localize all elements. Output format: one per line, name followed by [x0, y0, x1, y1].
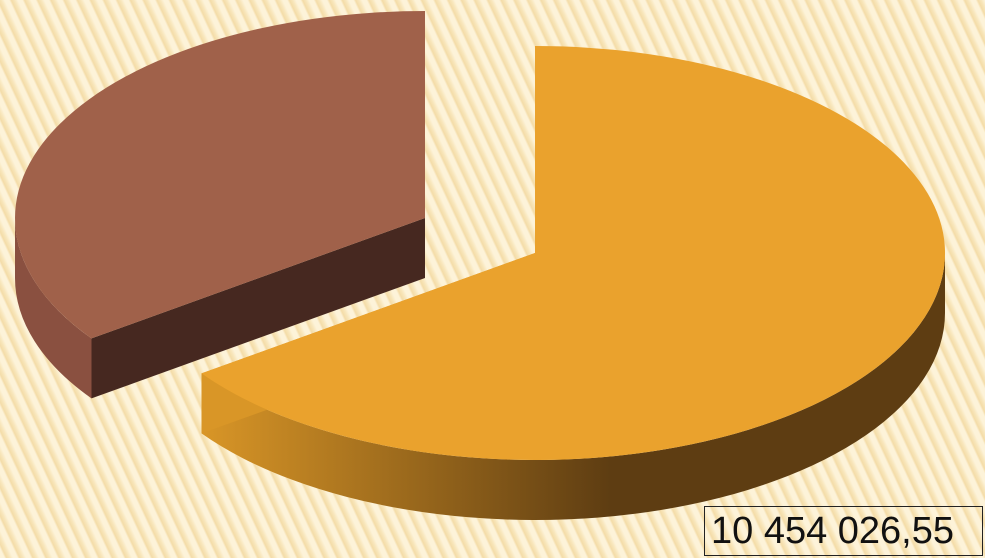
pie-slice-2[interactable]: [15, 11, 426, 399]
pie-slice-2-cut-face: [91, 218, 425, 399]
pie-slice-2-top: [15, 11, 426, 339]
data-label-slice-1: 10 454 026,55: [704, 506, 983, 556]
pie-slice-2-side: [15, 218, 92, 399]
pie-slice-1-top: [201, 46, 946, 460]
pie-slice-1-side: [201, 253, 945, 520]
pie-slice-1[interactable]: [201, 46, 946, 520]
